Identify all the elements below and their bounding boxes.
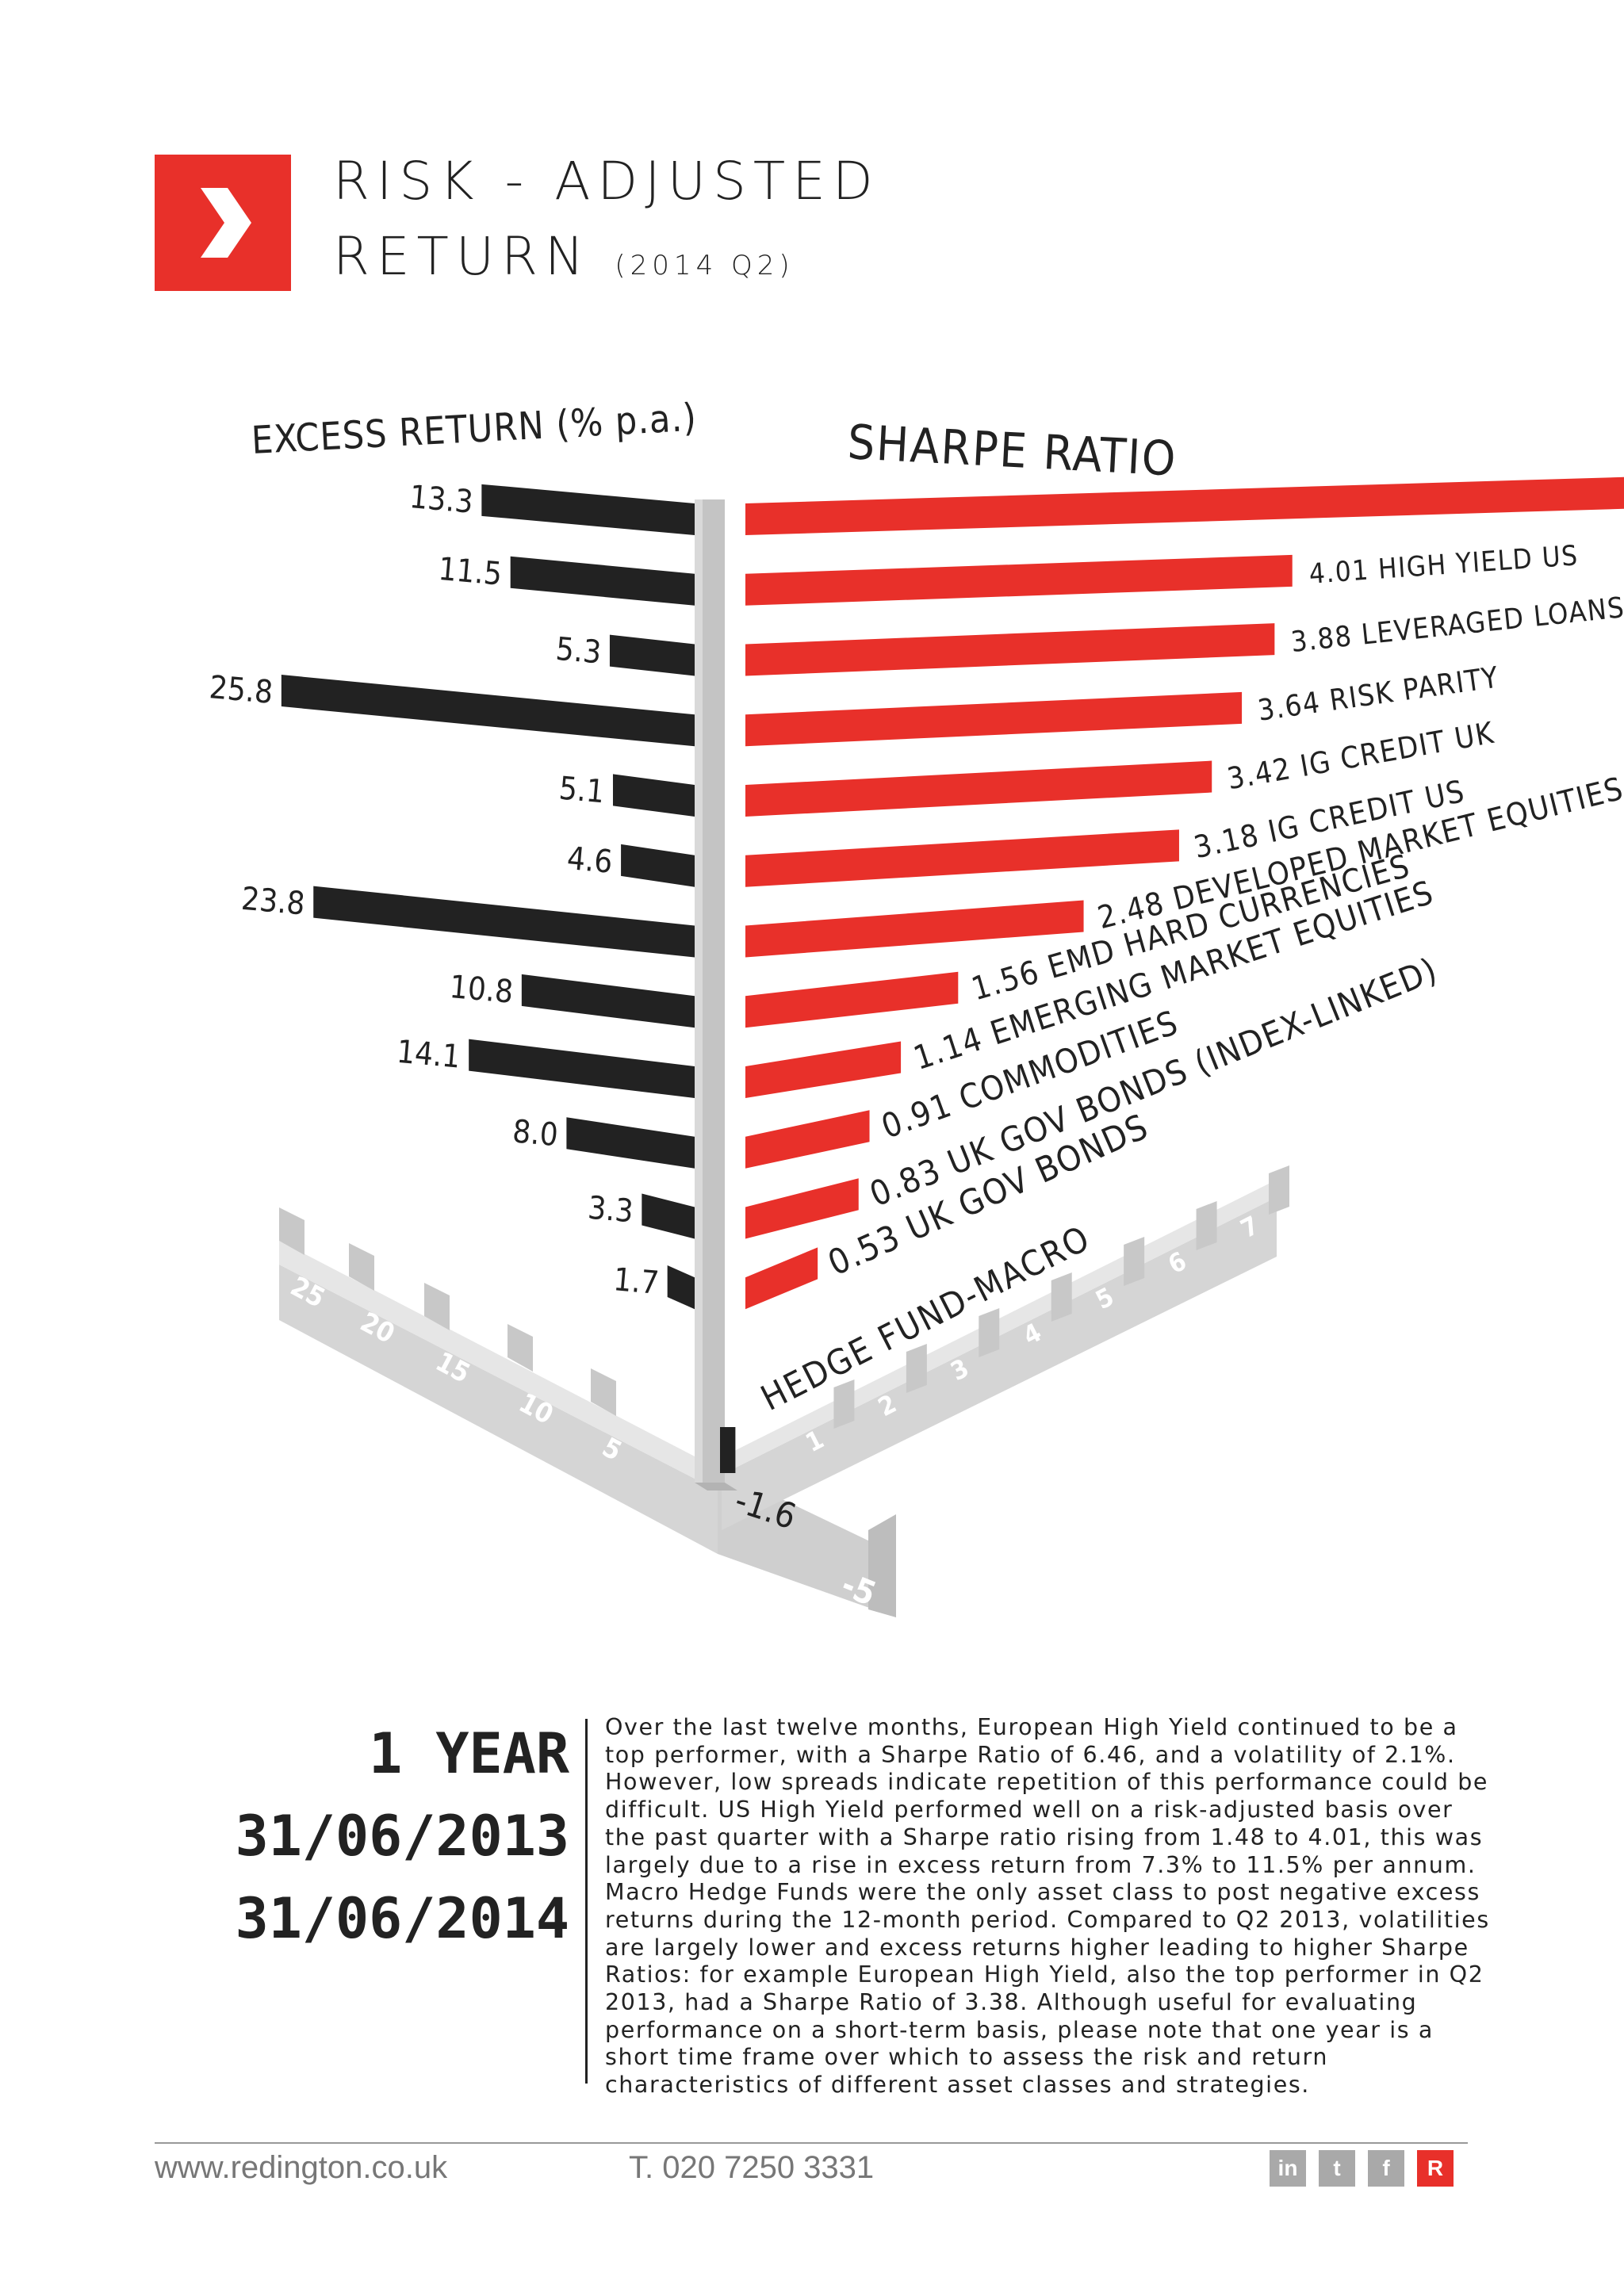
chevron-right-icon (201, 188, 251, 258)
twitter-icon[interactable]: t (1319, 2150, 1355, 2187)
return-bar (469, 1039, 695, 1098)
sharpe-bar (745, 691, 1243, 747)
left-axis-tick (349, 1243, 374, 1291)
period-end: 31/06/2014 (235, 1886, 569, 1951)
center-pillar-highlight (695, 499, 703, 1483)
divider (585, 1719, 588, 2084)
website-link[interactable]: www.redington.co.uk (155, 2150, 448, 2185)
sharpe-label: 3.88 LEVERAGED LOANS US (1289, 587, 1624, 659)
sharpe-bar (745, 554, 1293, 606)
page-title: RISK - ADJUSTED (333, 151, 880, 212)
risk-return-chart: EXCESS RETURN (% p.a.) SHARPE RATIO252015… (208, 396, 1624, 1617)
sharpe-bar (745, 623, 1275, 676)
footer-divider (155, 2142, 1468, 2144)
description-text: Over the last twelve months, European Hi… (605, 1714, 1490, 2099)
sharpe-bar (745, 829, 1179, 887)
right-axis-tick (833, 1380, 855, 1429)
return-bar (667, 1265, 695, 1310)
return-label: 25.8 (208, 669, 274, 711)
period-length: 1 YEAR (369, 1721, 569, 1786)
right-axis-tick (979, 1308, 1000, 1357)
sharpe-label: 4.01 HIGH YIELD US (1308, 540, 1580, 591)
return-bar (281, 675, 695, 747)
period-start: 31/06/2013 (235, 1804, 569, 1869)
facebook-icon[interactable]: f (1368, 2150, 1404, 2187)
return-label: 3.3 (586, 1190, 634, 1230)
sharpe-bar (745, 1110, 870, 1169)
left-axis-title: EXCESS RETURN (% p.a.) (251, 396, 699, 463)
sharpe-bar (745, 760, 1212, 817)
left-axis-tick (508, 1324, 533, 1372)
right-axis-tick (1124, 1237, 1145, 1286)
left-axis-tick (424, 1283, 450, 1330)
negative-axis-tick (868, 1514, 896, 1617)
return-bar (566, 1117, 695, 1169)
left-axis-tick (591, 1368, 616, 1416)
telephone: T. 020 7250 3331 (629, 2150, 875, 2185)
return-label: 5.3 (554, 631, 603, 672)
left-axis-top (279, 1241, 718, 1490)
sharpe-bar (745, 971, 959, 1028)
return-label: 4.6 (565, 840, 614, 881)
sharpe-bar (745, 476, 1624, 535)
return-bar (521, 974, 695, 1028)
return-bar (609, 634, 695, 676)
center-pillar-foot (695, 1483, 737, 1490)
return-bar (481, 484, 695, 535)
return-bar (621, 844, 695, 887)
return-label: 1.7 (612, 1261, 661, 1302)
page-title-line-2: RETURN (2014 Q2) (333, 226, 795, 287)
return-bar (612, 774, 695, 817)
title-line-2: RETURN (333, 226, 592, 287)
sharpe-bar (745, 900, 1084, 958)
title-period: (2014 Q2) (615, 250, 795, 281)
right-axis-tick (1269, 1165, 1289, 1215)
return-label: 14.1 (396, 1034, 462, 1076)
sharpe-bar (745, 1247, 818, 1310)
linkedin-icon[interactable]: in (1270, 2150, 1306, 2187)
sharpe-label: 3.64 RISK PARITY (1255, 660, 1501, 728)
title-line-1: RISK - ADJUSTED (333, 151, 880, 212)
return-bar (642, 1193, 695, 1239)
return-bar (720, 1427, 736, 1473)
return-label: 13.3 (408, 479, 475, 521)
return-label: 11.5 (437, 551, 504, 593)
right-axis-tick (1196, 1201, 1217, 1250)
return-label: 8.0 (511, 1113, 560, 1154)
return-label: 5.1 (557, 770, 606, 810)
return-label: 23.8 (240, 881, 307, 923)
left-axis-tick (279, 1207, 304, 1255)
return-bar (313, 886, 695, 958)
left-axis-base (279, 1265, 718, 1554)
right-axis-tick (906, 1344, 927, 1393)
right-axis-tick (1051, 1272, 1072, 1322)
return-label: 10.8 (448, 969, 515, 1011)
return-bar (510, 556, 695, 606)
right-axis-title: SHARPE RATIO (846, 415, 1178, 488)
period-block: 1 YEAR 31/06/2013 31/06/2014 (236, 1712, 569, 1960)
logo (155, 155, 291, 291)
redington-logo-icon[interactable]: R (1417, 2150, 1454, 2187)
sharpe-bar (745, 1178, 859, 1239)
sharpe-bar (745, 1041, 902, 1098)
